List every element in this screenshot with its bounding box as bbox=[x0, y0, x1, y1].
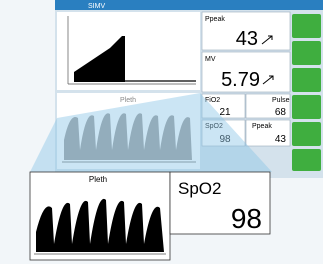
numeric-value: 68 bbox=[275, 107, 287, 118]
numeric-label: Pulse bbox=[272, 97, 290, 104]
zoom-waveform-label: Pleth bbox=[89, 175, 107, 184]
side-button[interactable] bbox=[292, 122, 321, 146]
side-button[interactable] bbox=[292, 95, 321, 119]
numeric-label: MV bbox=[205, 56, 216, 63]
waveform-label: Pleth bbox=[120, 97, 136, 104]
side-button[interactable] bbox=[292, 41, 321, 65]
screenshot: SIMV Pleth Ppeak 43 MV 5.79 FiO2 21 Puls… bbox=[0, 0, 323, 264]
side-button[interactable] bbox=[292, 14, 321, 38]
mode: SIMV bbox=[88, 3, 105, 10]
numeric-label: Ppeak bbox=[205, 16, 225, 23]
side-button[interactable] bbox=[292, 149, 321, 171]
zoom-value: 98 bbox=[231, 203, 262, 234]
numeric-value: 43 bbox=[275, 134, 287, 145]
side-button[interactable] bbox=[292, 68, 321, 92]
numeric-value: 5.79 bbox=[221, 69, 260, 91]
numeric-value: 43 bbox=[236, 28, 258, 50]
zoom-label: SpO2 bbox=[178, 179, 221, 198]
numeric-label: Ppeak bbox=[252, 123, 272, 130]
